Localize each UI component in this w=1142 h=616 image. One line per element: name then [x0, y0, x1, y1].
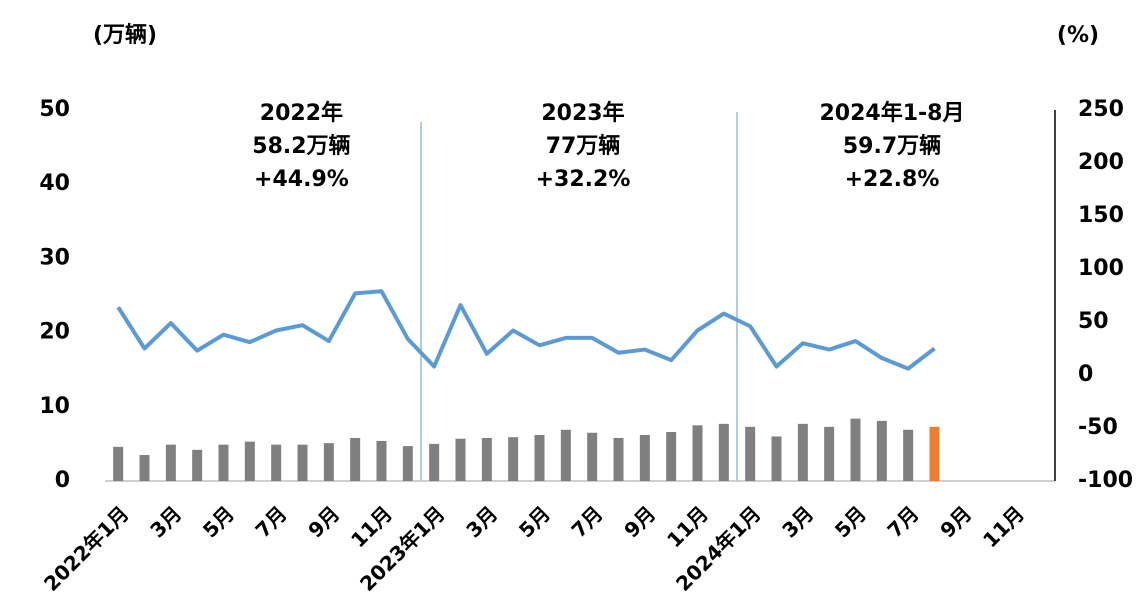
bar — [481, 437, 492, 481]
y-tick-label: 0 — [55, 468, 70, 493]
y-tick-label: 40 — [39, 171, 70, 196]
bar — [376, 440, 387, 481]
bar — [850, 418, 861, 481]
y-tick-label: 10 — [39, 394, 70, 419]
y2-axis-label: (%) — [1057, 23, 1099, 48]
bar — [876, 420, 887, 481]
bar — [192, 449, 203, 481]
bar — [139, 455, 150, 481]
x-tick-label: 11月 — [978, 501, 1029, 552]
bar — [771, 436, 782, 481]
x-tick-label: 9月 — [935, 501, 976, 542]
x-tick-label: 7月 — [251, 501, 292, 542]
bar — [824, 426, 835, 481]
bar — [165, 444, 176, 481]
bar — [244, 441, 255, 481]
x-tick-label: 3月 — [461, 501, 502, 542]
annotation: 58.2万辆 — [252, 133, 350, 159]
x-tick-label: 2022年1月 — [39, 501, 133, 595]
bar — [692, 425, 703, 481]
bar — [113, 446, 124, 481]
x-tick-label: 7月 — [883, 501, 924, 542]
bar — [903, 429, 914, 481]
x-tick-label: 3月 — [777, 501, 818, 542]
y-tick-label: 20 — [39, 320, 70, 345]
bar — [718, 423, 729, 481]
annotation: +32.2% — [536, 167, 631, 192]
bar — [587, 432, 598, 481]
x-tick-label: 3月 — [145, 501, 186, 542]
bar — [402, 446, 413, 481]
annotation: 2022年 — [260, 100, 343, 126]
x-tick-label: 9月 — [303, 501, 344, 542]
y2-tick-label: -100 — [1078, 468, 1133, 493]
bar — [534, 434, 545, 481]
y2-tick-label: 150 — [1078, 203, 1124, 228]
line — [116, 289, 936, 371]
y2-tick-label: 200 — [1078, 150, 1124, 175]
bar — [323, 443, 334, 481]
annotation: 59.7万辆 — [843, 133, 941, 159]
x-tick-label: 5月 — [514, 501, 555, 542]
y2-tick-label: -50 — [1078, 415, 1118, 440]
bar — [560, 429, 571, 481]
annotation: 2023年 — [541, 100, 624, 126]
annotation: +22.8% — [845, 167, 940, 192]
bar — [929, 426, 940, 481]
bar — [455, 438, 466, 481]
y-tick-label: 30 — [39, 245, 70, 270]
x-tick-label: 5月 — [198, 501, 239, 542]
y-axis-label: (万辆) — [93, 22, 157, 48]
bar — [666, 432, 677, 481]
bar — [745, 426, 756, 481]
x-tick-label: 5月 — [830, 501, 871, 542]
annotation: 77万辆 — [546, 133, 621, 159]
x-tick-label: 9月 — [619, 501, 660, 542]
bar — [350, 437, 361, 481]
bar — [218, 444, 229, 481]
bar — [508, 437, 519, 481]
y-tick-label: 50 — [39, 97, 70, 122]
bar — [271, 444, 282, 481]
annotation: +44.9% — [254, 167, 349, 192]
y2-tick-label: 50 — [1078, 309, 1109, 334]
y2-tick-label: 100 — [1078, 256, 1124, 281]
bar — [639, 434, 650, 481]
y2-tick-label: 0 — [1078, 362, 1093, 387]
y2-tick-label: 250 — [1078, 97, 1124, 122]
bar — [429, 443, 440, 481]
bar — [297, 444, 308, 481]
bar — [797, 423, 808, 481]
bar — [613, 437, 624, 481]
x-tick-label: 7月 — [567, 501, 608, 542]
annotation: 2024年1-8月 — [820, 100, 965, 126]
